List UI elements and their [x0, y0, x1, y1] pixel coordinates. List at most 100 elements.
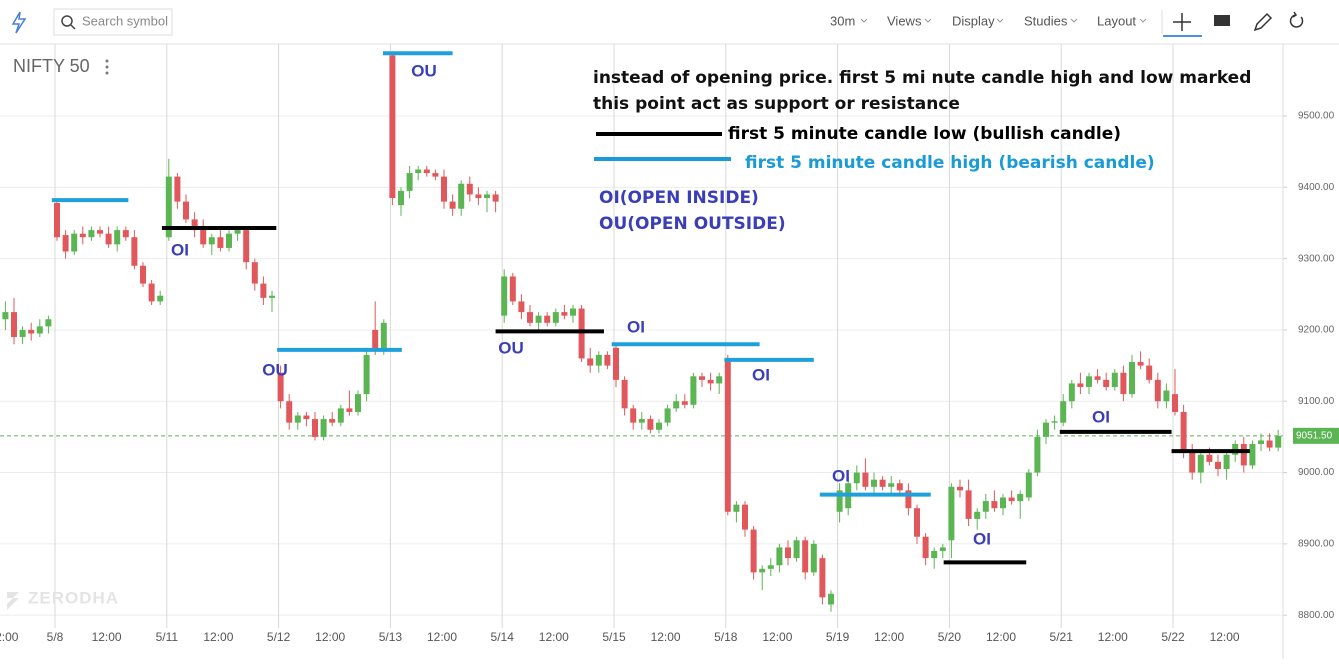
candle-body — [699, 376, 705, 380]
candle-body — [312, 419, 318, 437]
candle-body — [423, 169, 430, 174]
candle-body — [337, 408, 344, 423]
candle-body — [226, 233, 232, 248]
candle-body — [251, 262, 258, 284]
candle-body — [165, 176, 172, 238]
candle-body — [991, 501, 998, 509]
comment-tool[interactable] — [1214, 15, 1230, 26]
last-price-box — [1293, 427, 1339, 444]
x-tick-label: 12:00 — [315, 630, 345, 644]
candle-body — [1172, 394, 1178, 412]
y-tick-label: 9100.00 — [1298, 396, 1335, 407]
x-tick-label: 12:00 — [651, 630, 681, 644]
crosshair-tool[interactable] — [1173, 13, 1191, 31]
candle-body — [1051, 421, 1058, 423]
reset-tool[interactable] — [1289, 11, 1304, 28]
marker-label: OI — [1092, 407, 1110, 426]
x-tick-label: 5/15 — [602, 630, 626, 644]
watermark-logo — [7, 592, 19, 610]
candle-body — [1077, 383, 1084, 387]
candle-body — [1137, 362, 1144, 366]
marker-label: OI — [832, 466, 850, 485]
last-price-tag: 9051.50 — [1293, 427, 1339, 444]
symbol-title: NIFTY 50 — [13, 56, 90, 76]
search-box[interactable] — [53, 8, 173, 36]
candle-body — [810, 543, 817, 573]
candle-body — [432, 173, 439, 177]
x-tick-label: 12:00 — [874, 630, 904, 644]
legend-label: first 5 minute candle high (bearish cand… — [745, 153, 1155, 173]
candle-body — [458, 183, 465, 209]
interval-menu[interactable]: 30m — [830, 13, 855, 28]
candle-body — [518, 301, 525, 313]
x-tick-label: 12:00 — [427, 630, 457, 644]
candle-body — [1111, 372, 1118, 387]
toolbar — [0, 0, 1339, 44]
x-tick-label: 5/14 — [491, 630, 515, 644]
candle-body — [707, 379, 714, 384]
candle-body — [217, 237, 224, 248]
draw-tool[interactable] — [1253, 12, 1273, 32]
candle-body — [1240, 444, 1247, 466]
candle-body — [1266, 440, 1273, 448]
x-tick-label: 12:00 — [539, 630, 569, 644]
studies-menu[interactable]: Studies — [1024, 13, 1068, 28]
candle-body — [1017, 493, 1024, 502]
y-tick-label: 9400.00 — [1298, 182, 1335, 193]
views-menu[interactable]: Views — [887, 13, 922, 28]
candle-body — [621, 379, 628, 409]
x-tick-label: 5/18 — [714, 630, 738, 644]
candle-body — [1258, 440, 1264, 445]
candle-body — [191, 219, 198, 231]
x-tick-label: 5/8 — [47, 630, 64, 644]
candle-body — [97, 230, 103, 234]
candle-body — [974, 511, 981, 519]
marker-label: OU — [498, 338, 524, 357]
candle-body — [853, 472, 860, 484]
candle-body — [380, 322, 387, 352]
note: this point act as support or resistance — [593, 94, 960, 114]
x-tick-label: 5/11 — [156, 630, 179, 644]
display-menu[interactable]: Display — [952, 13, 995, 28]
candle-body — [535, 315, 542, 323]
candle-body — [389, 55, 396, 199]
candle-body — [527, 312, 533, 323]
candle-body — [372, 329, 379, 352]
candle-body — [492, 194, 499, 202]
candle-body — [1163, 390, 1170, 402]
candle-body — [320, 419, 327, 437]
candle-body — [656, 422, 662, 430]
candle-body — [71, 233, 78, 252]
candle-body — [767, 565, 774, 569]
symbol-menu[interactable] — [105, 59, 109, 75]
y-tick-label: 9300.00 — [1298, 253, 1335, 264]
logo-icon[interactable] — [11, 11, 27, 34]
candle-body — [277, 372, 284, 402]
candle-body — [673, 401, 680, 409]
marker-label: OI — [627, 317, 645, 336]
candle-body — [484, 194, 490, 199]
candle-body — [1146, 365, 1153, 380]
layout-menu[interactable]: Layout — [1097, 13, 1136, 28]
candle-body — [79, 233, 86, 238]
candle-body — [415, 169, 422, 174]
candle-body — [965, 490, 972, 519]
candle-body — [398, 190, 404, 206]
legend-label: first 5 minute candle low (bullish candl… — [728, 124, 1121, 144]
candle-body — [939, 547, 946, 551]
candle-body — [1086, 376, 1092, 387]
candle-body — [466, 183, 473, 195]
candle-body — [742, 504, 748, 530]
candle-body — [501, 276, 508, 316]
search-placeholder: Search symbol — [82, 13, 168, 28]
candle-body — [776, 547, 783, 566]
candle-body — [1189, 451, 1196, 473]
candle-body — [11, 312, 17, 338]
candle-body — [664, 408, 671, 423]
candle-body — [604, 354, 611, 366]
x-tick-label: 12:00 — [0, 630, 19, 644]
candle-body — [1025, 472, 1032, 498]
candle-body — [1129, 362, 1135, 395]
candle-body — [871, 479, 877, 487]
